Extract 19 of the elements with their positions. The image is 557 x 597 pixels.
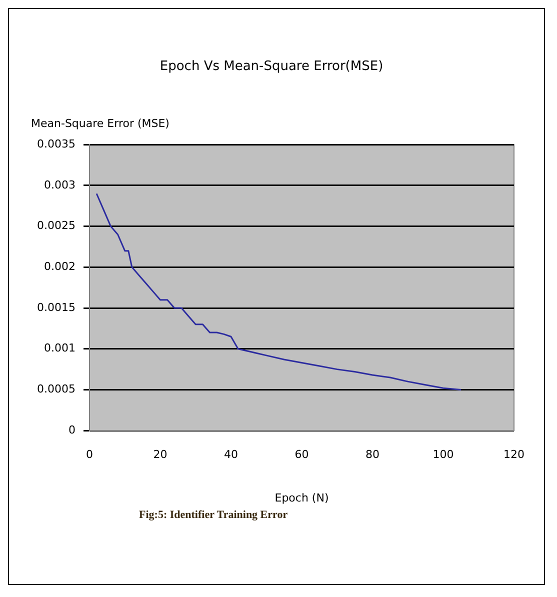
- x-tick-label: 80: [365, 448, 380, 462]
- x-tick-label: 40: [224, 448, 238, 462]
- x-tick-label: 20: [153, 448, 168, 462]
- y-tick-label: 0.001: [44, 342, 76, 355]
- chart-title: Epoch Vs Mean-Square Error(MSE): [160, 59, 384, 74]
- y-tick-label: 0: [68, 423, 76, 436]
- y-tick-label: 0.003: [44, 178, 76, 192]
- x-tick-label: 60: [294, 448, 309, 462]
- x-axis-title: Epoch (N): [274, 491, 329, 504]
- y-tick-label: 0.0035: [36, 137, 76, 150]
- y-tick-label: 0.002: [44, 260, 76, 274]
- x-tick-label: 100: [432, 448, 454, 462]
- y-tick-label: 0.0005: [36, 382, 76, 396]
- x-tick-label: 120: [504, 448, 524, 462]
- y-tick-label: 0.0015: [36, 300, 76, 314]
- y-tick-label: 0.0025: [36, 219, 76, 232]
- y-axis-title: Mean-Square Error (MSE): [31, 117, 170, 130]
- text: Fig:5: Identifier Training Error: [139, 509, 289, 521]
- x-tick-label: 0: [86, 448, 93, 462]
